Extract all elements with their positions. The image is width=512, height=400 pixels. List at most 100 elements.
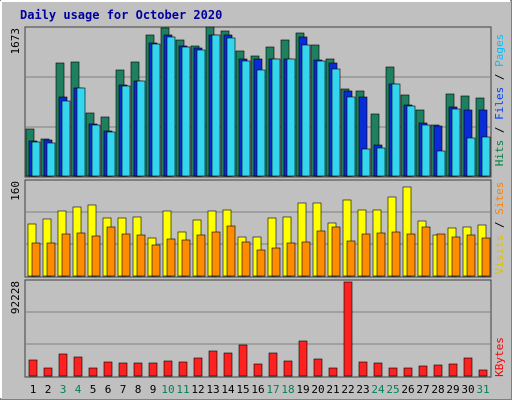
bottom-kbytes-bar-day-25 [388, 367, 398, 377]
bottom-kbytes-bar-day-2 [43, 367, 53, 377]
day-label-20: 20 [311, 383, 324, 396]
middle-sites-bar-day-14 [226, 225, 236, 277]
bottom-kbytes-bar-day-21 [328, 367, 338, 377]
top-pages-bar-day-27 [421, 124, 431, 177]
middle-sites-bar-day-2 [46, 242, 56, 277]
bottom-kbytes-bar-day-27 [418, 365, 428, 377]
bottom-kbytes-bar-day-3 [58, 353, 68, 377]
day-label-18: 18 [281, 383, 294, 396]
top-pages-bar-day-8 [136, 80, 146, 177]
legend-bottom: KBytes [493, 337, 506, 377]
panel-middle-bars [27, 186, 491, 277]
top-pages-bar-day-29 [451, 108, 461, 177]
top-axis-max-label: 1673 [9, 28, 22, 55]
top-pages-bar-day-26 [406, 105, 416, 177]
bottom-kbytes-bar-day-18 [283, 360, 293, 377]
bottom-kbytes-bar-day-5 [88, 367, 98, 377]
top-legend-separator-2: / [493, 67, 506, 87]
top-pages-bar-day-1 [31, 141, 41, 177]
top-pages-bar-day-23 [361, 148, 371, 177]
top-pages-bar-day-18 [286, 58, 296, 177]
bottom-kbytes-bar-day-28 [433, 364, 443, 377]
middle-sites-bar-day-31 [481, 237, 491, 277]
bottom-legend-kbytes: KBytes [493, 337, 506, 377]
top-pages-bar-day-21 [331, 68, 341, 177]
bottom-kbytes-bar-day-24 [373, 362, 383, 377]
top-pages-bar-day-13 [211, 34, 221, 177]
middle-sites-bar-day-23 [361, 233, 371, 277]
top-pages-bar-day-22 [346, 96, 356, 177]
day-label-28: 28 [431, 383, 444, 396]
middle-sites-bar-day-11 [181, 239, 191, 277]
panel-top [24, 26, 492, 178]
day-label-4: 4 [75, 383, 82, 396]
bottom-legend-text: KBytes [493, 337, 506, 377]
top-pages-bar-day-11 [181, 46, 191, 177]
panel-middle [24, 179, 492, 278]
middle-sites-bar-day-3 [61, 233, 71, 277]
top-pages-bar-day-15 [241, 60, 251, 177]
bottom-kbytes-bar-day-1 [28, 359, 38, 377]
middle-sites-bar-day-24 [376, 232, 386, 277]
panel-top-bars [25, 26, 491, 177]
top-pages-bar-day-2 [46, 142, 56, 177]
day-label-8: 8 [135, 383, 142, 396]
day-label-19: 19 [296, 383, 309, 396]
top-pages-bar-day-30 [466, 137, 476, 177]
top-legend-files: Files [493, 87, 506, 120]
top-pages-bar-day-20 [316, 60, 326, 177]
bottom-kbytes-bar-day-14 [223, 352, 233, 377]
day-label-21: 21 [326, 383, 339, 396]
middle-sites-bar-day-5 [91, 235, 101, 277]
bottom-kbytes-bar-day-13 [208, 350, 218, 377]
middle-sites-bar-day-16 [256, 249, 266, 277]
middle-sites-bar-day-7 [121, 233, 131, 277]
bottom-kbytes-bar-day-6 [103, 361, 113, 377]
bottom-kbytes-bar-day-15 [238, 344, 248, 377]
legend-middle: Visits / Sites [493, 182, 506, 275]
bottom-kbytes-bar-day-20 [313, 358, 323, 377]
day-label-13: 13 [206, 383, 219, 396]
bottom-kbytes-bar-day-31 [478, 369, 488, 377]
top-pages-bar-day-28 [436, 150, 446, 177]
bottom-kbytes-bar-day-17 [268, 352, 278, 377]
top-pages-bar-day-12 [196, 49, 206, 177]
top-pages-bar-day-6 [106, 131, 116, 177]
bottom-kbytes-bar-day-4 [73, 356, 83, 377]
middle-sites-bar-day-10 [166, 238, 176, 277]
middle-sites-bar-day-30 [466, 234, 476, 277]
middle-sites-bar-day-27 [421, 226, 431, 277]
day-label-1: 1 [30, 383, 37, 396]
middle-sites-bar-day-4 [76, 232, 86, 277]
bottom-kbytes-bar-day-8 [133, 362, 143, 377]
top-legend-pages: Pages [493, 34, 506, 67]
day-label-3: 3 [60, 383, 67, 396]
day-label-5: 5 [90, 383, 97, 396]
middle-legend-text: Visits / Sites [493, 182, 506, 275]
chart-title: Daily usage for October 2020 [20, 8, 222, 22]
top-pages-bar-day-3 [61, 100, 71, 177]
middle-sites-bar-day-18 [286, 242, 296, 277]
day-label-16: 16 [251, 383, 264, 396]
middle-sites-bar-day-22 [346, 240, 356, 277]
middle-sites-bar-day-13 [211, 231, 221, 277]
bottom-kbytes-bar-day-23 [358, 361, 368, 377]
day-label-27: 27 [416, 383, 429, 396]
middle-sites-bar-day-20 [316, 230, 326, 277]
middle-sites-bar-day-9 [151, 244, 161, 277]
top-legend-separator-1: / [493, 120, 506, 140]
day-label-25: 25 [386, 383, 399, 396]
top-pages-bar-day-17 [271, 58, 281, 177]
top-pages-bar-day-4 [76, 87, 86, 177]
middle-sites-bar-day-6 [106, 226, 116, 277]
bottom-kbytes-bar-day-10 [163, 360, 173, 377]
bottom-kbytes-bar-day-9 [148, 362, 158, 377]
day-label-11: 11 [176, 383, 189, 396]
middle-sites-bar-day-28 [436, 233, 446, 277]
middle-axis-max-label: 160 [9, 181, 22, 201]
day-label-14: 14 [221, 383, 235, 396]
day-label-22: 22 [341, 383, 354, 396]
top-pages-bar-day-24 [376, 147, 386, 177]
day-label-10: 10 [161, 383, 174, 396]
